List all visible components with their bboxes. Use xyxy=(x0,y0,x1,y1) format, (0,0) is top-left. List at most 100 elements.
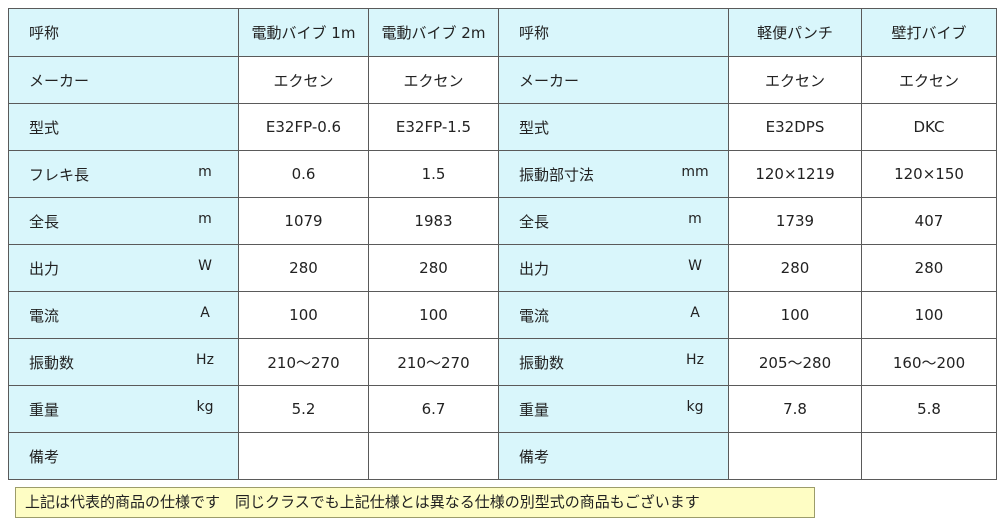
right-row-value-v1: 120×1219 xyxy=(728,150,862,198)
left-row-label: 型式 xyxy=(29,118,60,137)
right-row-value-v2 xyxy=(861,432,997,480)
right-row-label-cell: メーカー xyxy=(498,56,729,104)
right-row-value-v1: 7.8 xyxy=(728,385,862,433)
right-row-value-v1: 205〜280 xyxy=(728,338,862,386)
spec-row: m フレキ長 0.6 1.5 mm 振動部寸法 120×1219 120×150 xyxy=(8,150,997,198)
right-row-value-v2: 160〜200 xyxy=(861,338,997,386)
left-row-label-cell: 備考 xyxy=(8,432,239,480)
spec-row: 型式 E32FP-0.6 E32FP-1.5 型式 E32DPS DKC xyxy=(8,103,997,151)
right-row-unit: A xyxy=(690,304,700,321)
left-row-value-v1: 1079 xyxy=(238,197,369,245)
right-header-col1: 軽便パンチ xyxy=(728,8,862,57)
left-row-value-v1: 100 xyxy=(238,291,369,339)
left-row-label-cell: kg 重量 xyxy=(8,385,239,433)
spec-row: A 電流 100 100 A 電流 100 100 xyxy=(8,291,997,339)
right-row-value-v1: E32DPS xyxy=(728,103,862,151)
right-row-unit: Hz xyxy=(686,351,704,368)
spec-row: kg 重量 5.2 6.7 kg 重量 7.8 5.8 xyxy=(8,385,997,433)
right-row-value-v1: 100 xyxy=(728,291,862,339)
spec-row: Hz 振動数 210〜270 210〜270 Hz 振動数 205〜280 160〜200 xyxy=(8,338,997,386)
left-row-label: 電流 xyxy=(29,306,60,325)
left-row-value-v1 xyxy=(238,432,369,480)
left-row-value-v2: E32FP-1.5 xyxy=(368,103,499,151)
right-row-label: 振動数 xyxy=(519,353,565,372)
right-row-label-cell: kg 重量 xyxy=(498,385,729,433)
right-row-label-cell: mm 振動部寸法 xyxy=(498,150,729,198)
left-row-value-v2: 1983 xyxy=(368,197,499,245)
right-row-label-cell: A 電流 xyxy=(498,291,729,339)
right-header-col2: 壁打バイブ xyxy=(861,8,997,57)
spec-row: W 出力 280 280 W 出力 280 280 xyxy=(8,244,997,292)
left-row-unit: A xyxy=(200,304,210,321)
left-row-value-v1: 5.2 xyxy=(238,385,369,433)
right-row-label-cell: Hz 振動数 xyxy=(498,338,729,386)
left-row-label-cell: m 全長 xyxy=(8,197,239,245)
right-row-value-v1: 280 xyxy=(728,244,862,292)
right-row-value-v2: エクセン xyxy=(861,56,997,104)
right-row-label: 備考 xyxy=(519,447,550,466)
left-row-label: 全長 xyxy=(29,212,60,231)
left-row-unit: Hz xyxy=(196,351,214,368)
right-row-value-v2: 100 xyxy=(861,291,997,339)
right-row-value-v1 xyxy=(728,432,862,480)
left-row-label: フレキ長 xyxy=(29,165,90,184)
left-row-value-v2: 210〜270 xyxy=(368,338,499,386)
left-row-value-v1: エクセン xyxy=(238,56,369,104)
right-row-label-cell: W 出力 xyxy=(498,244,729,292)
left-row-label-cell: A 電流 xyxy=(8,291,239,339)
left-row-value-v2 xyxy=(368,432,499,480)
right-row-label-cell: 型式 xyxy=(498,103,729,151)
right-header-label: 呼称 xyxy=(498,8,729,57)
right-row-label: 重量 xyxy=(519,400,550,419)
left-row-label: 出力 xyxy=(29,259,60,278)
right-row-value-v2: 407 xyxy=(861,197,997,245)
spec-table-body: 呼称 電動バイブ 1m 電動バイブ 2m 呼称 軽便パンチ 壁打バイブ メーカー… xyxy=(8,8,997,480)
spec-row: m 全長 1079 1983 m 全長 1739 407 xyxy=(8,197,997,245)
left-row-label-cell: W 出力 xyxy=(8,244,239,292)
left-row-unit: kg xyxy=(196,398,214,415)
left-row-value-v1: 0.6 xyxy=(238,150,369,198)
right-row-unit: m xyxy=(688,210,702,227)
right-row-value-v2: 120×150 xyxy=(861,150,997,198)
right-row-label-cell: 備考 xyxy=(498,432,729,480)
right-row-value-v1: 1739 xyxy=(728,197,862,245)
left-row-unit: m xyxy=(198,210,212,227)
spec-row: メーカー エクセン エクセン メーカー エクセン エクセン xyxy=(8,56,997,104)
right-row-unit: W xyxy=(688,257,702,274)
left-header-col1: 電動バイブ 1m xyxy=(238,8,369,57)
header-row: 呼称 電動バイブ 1m 電動バイブ 2m 呼称 軽便パンチ 壁打バイブ xyxy=(8,8,997,57)
left-row-value-v2: 100 xyxy=(368,291,499,339)
left-row-unit: W xyxy=(198,257,212,274)
spec-table: 呼称 電動バイブ 1m 電動バイブ 2m 呼称 軽便パンチ 壁打バイブ メーカー… xyxy=(8,8,997,480)
right-row-label: 全長 xyxy=(519,212,550,231)
left-row-label-cell: 型式 xyxy=(8,103,239,151)
left-row-label: 備考 xyxy=(29,447,60,466)
left-row-label: メーカー xyxy=(29,71,90,90)
right-row-label: 電流 xyxy=(519,306,550,325)
right-row-value-v2: 280 xyxy=(861,244,997,292)
left-row-value-v2: エクセン xyxy=(368,56,499,104)
left-row-label-cell: Hz 振動数 xyxy=(8,338,239,386)
spec-row: 備考 備考 xyxy=(8,432,997,480)
left-row-label: 振動数 xyxy=(29,353,75,372)
right-row-label-cell: m 全長 xyxy=(498,197,729,245)
left-row-label-cell: m フレキ長 xyxy=(8,150,239,198)
left-header-label: 呼称 xyxy=(8,8,239,57)
right-row-label: メーカー xyxy=(519,71,580,90)
left-row-label: 重量 xyxy=(29,400,60,419)
left-row-value-v2: 280 xyxy=(368,244,499,292)
right-row-unit: kg xyxy=(686,398,704,415)
left-row-value-v2: 1.5 xyxy=(368,150,499,198)
right-row-value-v2: DKC xyxy=(861,103,997,151)
right-row-label: 出力 xyxy=(519,259,550,278)
disclaimer-note: 上記は代表的商品の仕様です 同じクラスでも上記仕様とは異なる仕様の別型式の商品も… xyxy=(15,487,815,518)
left-row-unit: m xyxy=(198,163,212,180)
left-row-value-v1: 210〜270 xyxy=(238,338,369,386)
left-header-col2: 電動バイブ 2m xyxy=(368,8,499,57)
left-row-value-v2: 6.7 xyxy=(368,385,499,433)
left-row-value-v1: 280 xyxy=(238,244,369,292)
right-row-value-v1: エクセン xyxy=(728,56,862,104)
right-row-value-v2: 5.8 xyxy=(861,385,997,433)
left-row-label-cell: メーカー xyxy=(8,56,239,104)
right-row-label: 型式 xyxy=(519,118,550,137)
